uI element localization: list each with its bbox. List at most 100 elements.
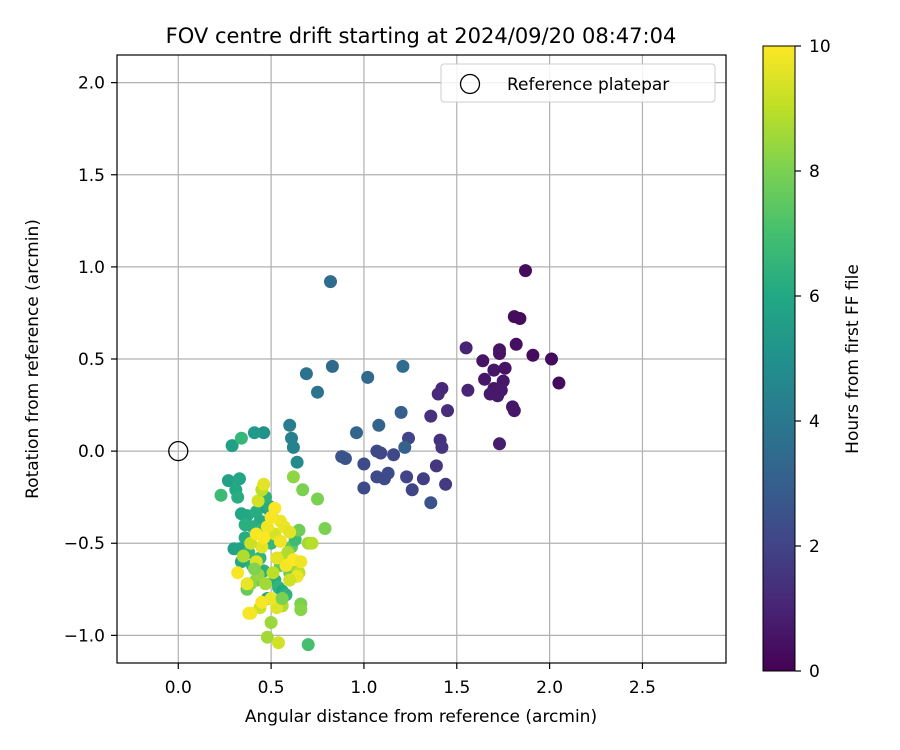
data-point — [301, 638, 315, 652]
data-point — [424, 496, 438, 510]
legend-box — [440, 63, 716, 103]
data-point — [335, 450, 349, 464]
data-point — [439, 477, 453, 491]
data-point — [286, 440, 300, 454]
data-point — [272, 636, 285, 650]
data-point — [493, 347, 506, 360]
data-point — [519, 264, 532, 278]
legend-marker — [459, 73, 481, 95]
data-point — [405, 483, 419, 497]
colorbar-label: Hours from first FF file — [843, 264, 863, 454]
data-point — [231, 566, 245, 580]
data-point — [294, 555, 308, 569]
data-point — [552, 376, 566, 390]
data-point — [299, 367, 313, 381]
x-tick-label: 0.0 — [165, 678, 192, 698]
grid — [117, 55, 726, 663]
data-point — [478, 372, 492, 386]
data-point — [513, 312, 527, 325]
data-point — [507, 404, 521, 418]
data-point — [416, 472, 430, 486]
data-point — [509, 337, 523, 351]
y-axis-label: Rotation from reference (arcmin) — [23, 219, 43, 499]
data-point — [429, 459, 443, 473]
data-point — [461, 383, 475, 397]
y-tick-label: 1.0 — [78, 258, 105, 278]
data-point — [257, 477, 271, 491]
data-point — [266, 566, 280, 580]
data-point — [476, 354, 490, 368]
data-point — [459, 341, 473, 355]
data-point — [283, 525, 297, 539]
data-point — [275, 592, 289, 605]
data-point — [247, 562, 261, 576]
data-point — [305, 536, 319, 550]
data-point — [396, 359, 410, 373]
colorbar-tick-label: 0 — [809, 662, 820, 682]
data-point — [357, 481, 371, 495]
data-point — [311, 492, 324, 506]
x-tick-label: 1.5 — [443, 678, 470, 698]
data-point — [251, 494, 265, 508]
data-point — [273, 534, 287, 548]
data-point — [231, 490, 245, 504]
data-point — [257, 531, 271, 545]
x-axis-label: Angular distance from reference (arcmin) — [245, 707, 597, 727]
data-point — [268, 501, 282, 515]
y-tick-label: −0.5 — [64, 534, 105, 554]
colorbar-tick-label: 8 — [809, 162, 820, 182]
data-point — [240, 577, 254, 591]
data-point — [290, 455, 304, 469]
colorbar-tick-label: 10 — [809, 37, 831, 57]
data-point — [294, 603, 308, 617]
data-point — [234, 431, 248, 445]
data-point — [264, 616, 278, 629]
data-point — [260, 630, 274, 644]
data-point — [325, 359, 339, 373]
data-point — [526, 348, 540, 362]
y-tick-label: 1.5 — [78, 166, 105, 186]
data-point — [255, 595, 269, 609]
x-tick-label: 2.0 — [536, 678, 563, 698]
reference-marker — [168, 440, 189, 462]
data-point — [494, 383, 508, 397]
data-point — [487, 363, 501, 377]
data-point — [370, 444, 384, 458]
x-axis-ticks: 0.0 0.5 1.0 1.5 2.0 2.5 — [165, 663, 656, 698]
colorbar-ticks: 0 2 4 6 8 10 — [795, 37, 831, 682]
data-point — [270, 551, 284, 565]
data-point — [441, 404, 454, 418]
data-point — [431, 387, 445, 401]
reference-platepar-marker — [168, 440, 189, 462]
data-point — [311, 385, 324, 399]
data-point — [283, 418, 297, 432]
data-point — [370, 470, 384, 484]
data-point — [398, 440, 412, 454]
colorbar: 0 2 4 6 8 10 Hours from first FF file — [762, 37, 863, 682]
data-points — [214, 264, 566, 652]
data-point — [259, 577, 272, 591]
y-axis-ticks: −1.0 −0.5 0.0 0.5 1.0 1.5 2.0 — [64, 74, 117, 646]
colorbar-tick-label: 4 — [809, 412, 820, 432]
data-point — [361, 370, 375, 384]
data-point — [324, 275, 337, 289]
x-tick-label: 1.0 — [350, 678, 377, 698]
data-point — [350, 426, 363, 440]
data-point — [545, 352, 558, 366]
data-point — [435, 440, 449, 454]
data-point — [283, 573, 297, 587]
data-point — [257, 426, 271, 440]
legend: Reference platepar — [440, 63, 716, 103]
data-point — [387, 448, 401, 462]
data-point — [357, 457, 371, 471]
colorbar-gradient — [762, 45, 796, 672]
data-point — [424, 409, 438, 423]
data-point — [372, 418, 386, 432]
colorbar-tick-label: 6 — [809, 287, 820, 307]
data-point — [400, 470, 414, 484]
colorbar-tick-label: 2 — [809, 537, 820, 557]
data-point — [247, 426, 261, 440]
data-point — [242, 606, 256, 620]
x-tick-label: 2.5 — [629, 678, 656, 698]
